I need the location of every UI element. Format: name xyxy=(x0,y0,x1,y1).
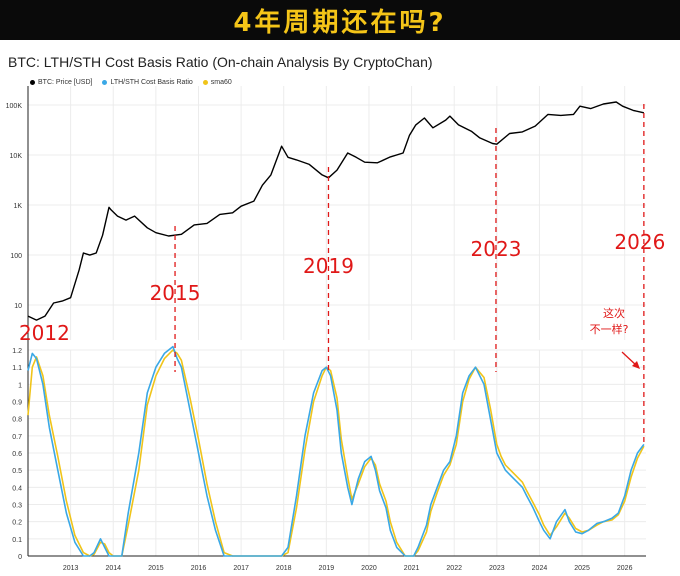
x-tick-label-2021: 2021 xyxy=(404,565,420,572)
x-tick-label-2016: 2016 xyxy=(191,565,207,572)
x-tick-label-2013: 2013 xyxy=(63,565,79,572)
x-tick-label-2024: 2024 xyxy=(532,565,548,572)
x-tick-label-2022: 2022 xyxy=(446,565,462,572)
x-tick-label-2019: 2019 xyxy=(319,565,335,572)
lower-y-tick-1.2: 1.2 xyxy=(12,348,22,355)
x-tick-label-2023: 2023 xyxy=(489,565,505,572)
x-tick-label-2018: 2018 xyxy=(276,565,292,572)
lower-y-tick-0.3: 0.3 xyxy=(12,503,22,510)
annot-label-2012: 2012 xyxy=(19,321,70,345)
lower-y-tick-0.7: 0.7 xyxy=(12,434,22,441)
upper-y-tick-100K: 100K xyxy=(6,103,23,110)
lower-y-tick-1: 1 xyxy=(18,382,22,389)
annot-label-2026: 2026 xyxy=(614,230,665,254)
lower-y-tick-0.4: 0.4 xyxy=(12,485,22,492)
banner: 4年周期还在吗? xyxy=(0,0,680,40)
legend-dot-price xyxy=(30,80,35,85)
legend-item-price: BTC: Price [USD] xyxy=(30,79,92,86)
annot-label-2019: 2019 xyxy=(303,254,354,278)
note-line-2: 不一样? xyxy=(590,322,629,336)
upper-y-tick-10K: 10K xyxy=(10,153,23,160)
banner-title: 4年周期还在吗? xyxy=(233,7,447,38)
lower-y-tick-1.1: 1.1 xyxy=(12,365,22,372)
lower-y-tick-0.6: 0.6 xyxy=(12,451,22,458)
x-tick-label-2020: 2020 xyxy=(361,565,377,572)
legend-item-ratio: LTH/STH Cost Basis Ratio xyxy=(102,79,193,86)
legend: BTC: Price [USD] LTH/STH Cost Basis Rati… xyxy=(30,79,232,86)
upper-y-tick-10: 10 xyxy=(14,303,22,310)
lower-y-tick-0.5: 0.5 xyxy=(12,468,22,475)
annot-label-2015: 2015 xyxy=(150,281,201,305)
x-tick-label-2014: 2014 xyxy=(105,565,121,572)
x-tick-label-2025: 2025 xyxy=(574,565,590,572)
price-line xyxy=(27,101,645,321)
ratio-line xyxy=(27,345,645,557)
lower-y-tick-0.2: 0.2 xyxy=(12,520,22,527)
note-line-1: 这次 xyxy=(603,306,625,320)
upper-y-tick-100: 100 xyxy=(10,253,22,260)
x-tick-label-2026: 2026 xyxy=(617,565,633,572)
upper-panel-bg xyxy=(28,86,646,340)
lower-y-tick-0.9: 0.9 xyxy=(12,400,22,407)
lower-y-tick-0.1: 0.1 xyxy=(12,537,22,544)
x-tick-label-2017: 2017 xyxy=(233,565,249,572)
note-arrow-head xyxy=(632,361,640,369)
chart-title: BTC: LTH/STH Cost Basis Ratio (On-chain … xyxy=(8,54,433,70)
lower-y-tick-0: 0 xyxy=(18,554,22,561)
legend-label-ratio: LTH/STH Cost Basis Ratio xyxy=(110,79,193,86)
legend-label-price: BTC: Price [USD] xyxy=(38,79,93,86)
legend-dot-ratio xyxy=(102,80,108,85)
legend-item-sma: sma60 xyxy=(202,79,232,86)
lower-y-tick-0.8: 0.8 xyxy=(12,417,22,424)
legend-dot-sma xyxy=(202,80,208,85)
legend-label-sma: sma60 xyxy=(210,79,232,86)
upper-y-tick-1K: 1K xyxy=(13,203,22,210)
x-tick-label-2015: 2015 xyxy=(148,565,164,572)
annot-label-2023: 2023 xyxy=(471,237,522,261)
